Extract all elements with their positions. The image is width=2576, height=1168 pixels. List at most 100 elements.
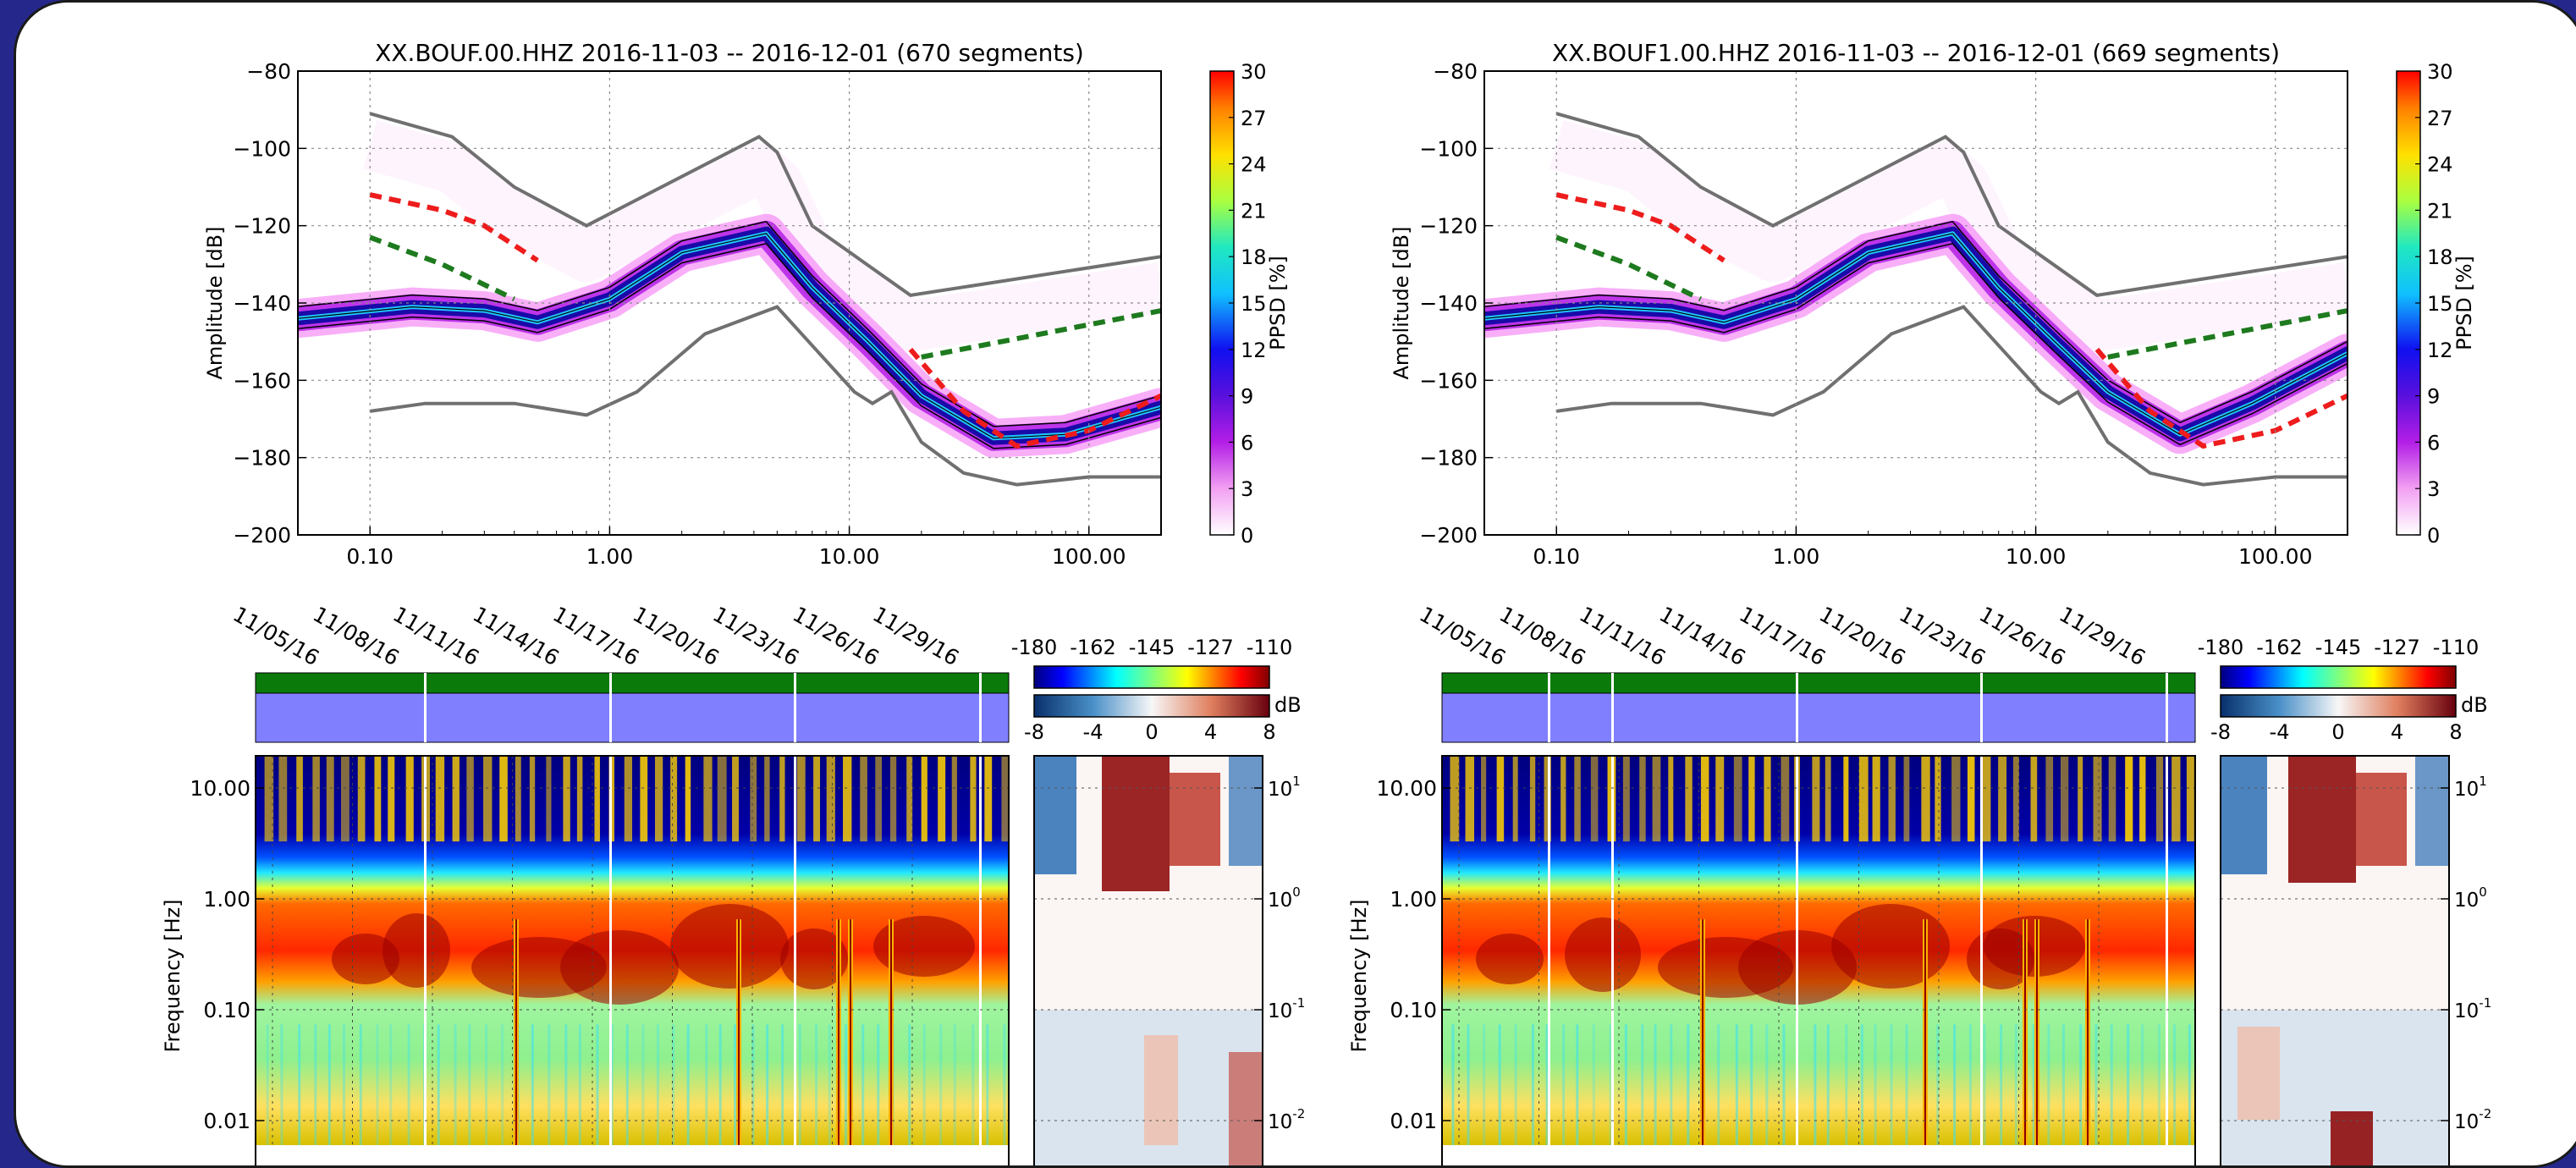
diurnal-stripe xyxy=(1812,756,1820,842)
colorbar-tick-label: -162 xyxy=(1070,636,1115,659)
x-tick-label: 1.00 xyxy=(1773,544,1820,569)
difference-y-tick-label: 10-2 xyxy=(1268,1106,1305,1133)
y-tick-label: −160 xyxy=(1419,368,1478,393)
microseism-blob xyxy=(780,928,848,989)
colorbar-tick-label: 12 xyxy=(1241,339,1267,362)
colorbar-tick-label: 9 xyxy=(1241,385,1253,409)
difference-body xyxy=(2221,756,2449,1165)
y-tick-label: −80 xyxy=(246,59,291,84)
x-tick-label: 100.00 xyxy=(1052,544,1126,569)
diurnal-stripe xyxy=(483,756,493,842)
low-freq-stripe xyxy=(939,1024,943,1145)
difference-body xyxy=(1034,756,1263,1165)
diurnal-stripe xyxy=(1888,756,1896,842)
diurnal-stripe xyxy=(435,756,445,842)
diurnal-stripe xyxy=(796,756,806,842)
event-spike-core xyxy=(515,919,517,1145)
difference-colorbar-tick-label: -4 xyxy=(1083,720,1104,744)
difference-frame xyxy=(2220,755,2450,1165)
y-tick-label: 10.00 xyxy=(190,776,250,801)
low-freq-stripe xyxy=(548,1024,551,1145)
data-gap-line xyxy=(1611,756,1614,1145)
colorbar-tick-label: 12 xyxy=(2427,339,2453,362)
diurnal-stripe xyxy=(1496,756,1505,842)
data-gap-mark xyxy=(1796,673,1798,742)
low-freq-stripe xyxy=(1531,1024,1534,1145)
difference-y-tick-exponent: -2 xyxy=(1292,1106,1305,1121)
diurnal-stripe xyxy=(750,756,757,842)
pdf-halo xyxy=(298,213,1161,458)
low-freq-stripe xyxy=(1953,1024,1957,1145)
diurnal-stripe xyxy=(296,756,303,842)
low-freq-stripe xyxy=(734,1024,737,1145)
event-spike-core xyxy=(2024,919,2026,1145)
diurnal-stripe xyxy=(1935,756,1941,842)
ppsd-panel-left: XX.BOUF.00.HHZ 2016-11-03 -- 2016-12-01 … xyxy=(203,39,1290,569)
low-freq-stripe xyxy=(1467,1024,1470,1145)
data-gap-mark xyxy=(1980,673,1983,742)
spectrogram-colorbar xyxy=(1033,665,1270,689)
low-freq-stripe xyxy=(328,1024,331,1145)
diurnal-stripe xyxy=(1733,756,1742,842)
difference-y-tick-exponent: -1 xyxy=(2479,995,2491,1011)
low-freq-stripe xyxy=(815,1024,818,1145)
colorbar-tick-label: -145 xyxy=(2315,636,2361,659)
y-axis-label: Frequency [Hz] xyxy=(161,900,184,1053)
low-freq-stripe xyxy=(1576,1024,1579,1145)
diurnal-stripe xyxy=(357,756,366,842)
diurnal-stripe xyxy=(951,756,957,842)
low-freq-stripe xyxy=(1545,1024,1549,1145)
diurnal-stripe xyxy=(1781,756,1790,842)
diurnal-stripe xyxy=(826,756,835,842)
difference-colorbar-tick-label: 0 xyxy=(2331,720,2344,744)
difference-y-tick-label: 101 xyxy=(2454,774,2487,801)
diurnal-stripe xyxy=(1981,756,1991,842)
low-freq-stripe xyxy=(578,1024,581,1145)
colorbar-tick-label: 9 xyxy=(2427,385,2440,409)
diurnal-stripe xyxy=(1951,756,1961,842)
chart-title: XX.BOUF.00.HHZ 2016-11-03 -- 2016-12-01 … xyxy=(375,39,1084,67)
y-tick-label: −200 xyxy=(1419,523,1478,548)
low-freq-stripe xyxy=(485,1024,488,1145)
low-freq-stripe xyxy=(2047,1024,2050,1145)
low-freq-stripe xyxy=(1592,1024,1595,1145)
colorbar-tick-label: 18 xyxy=(2427,245,2453,269)
y-tick-label: 1.00 xyxy=(203,887,250,912)
low-freq-stripe xyxy=(861,1024,865,1145)
colorbar-tick-label: 6 xyxy=(1241,431,1253,455)
low-freq-stripe xyxy=(2188,1024,2191,1145)
y-tick-label: 10.00 xyxy=(1376,776,1437,801)
low-freq-stripe xyxy=(1765,1024,1769,1145)
diurnal-stripe xyxy=(2171,756,2181,842)
microseism-blob xyxy=(560,930,679,1005)
diurnal-stripe xyxy=(1001,756,1009,842)
low-freq-stripe xyxy=(1814,1024,1817,1145)
difference-cell xyxy=(1144,1035,1178,1145)
colorbar-tick-label: 0 xyxy=(2427,524,2440,548)
colorbar-tick-label: 3 xyxy=(2427,477,2440,501)
difference-y-tick-exponent: 1 xyxy=(1292,774,1301,789)
low-freq-stripe xyxy=(656,1024,659,1145)
low-freq-stripe xyxy=(298,1024,301,1145)
difference-frame xyxy=(1033,755,1263,1165)
diurnal-stripe xyxy=(278,756,288,842)
difference-y-tick-exponent: -1 xyxy=(1292,995,1305,1011)
x-tick-label: 1.00 xyxy=(586,544,634,569)
spectrogram-body xyxy=(1442,756,2195,1145)
pdf-core xyxy=(298,226,1161,445)
diurnal-stripe xyxy=(2155,756,2164,842)
event-spike-core xyxy=(2087,919,2089,1145)
difference-colorbar-label: dB xyxy=(1274,693,1302,717)
diurnal-stripe xyxy=(264,756,274,842)
date-tick-label: 11/11/16 xyxy=(388,602,483,670)
percentile-upper-line xyxy=(298,220,1161,427)
low-freq-stripe xyxy=(1782,1024,1786,1145)
low-freq-stripe xyxy=(280,1024,283,1145)
difference-colorbar-tick-label: 0 xyxy=(1145,720,1158,744)
microseism-blob xyxy=(332,934,399,984)
ppsd-panel-right: XX.BOUF1.00.HHZ 2016-11-03 -- 2016-12-01… xyxy=(1390,39,2476,569)
difference-colorbar xyxy=(1033,694,1270,718)
diurnal-stripe xyxy=(1921,756,1930,842)
difference-cell xyxy=(2288,756,2356,883)
low-freq-stripe xyxy=(342,1024,345,1145)
